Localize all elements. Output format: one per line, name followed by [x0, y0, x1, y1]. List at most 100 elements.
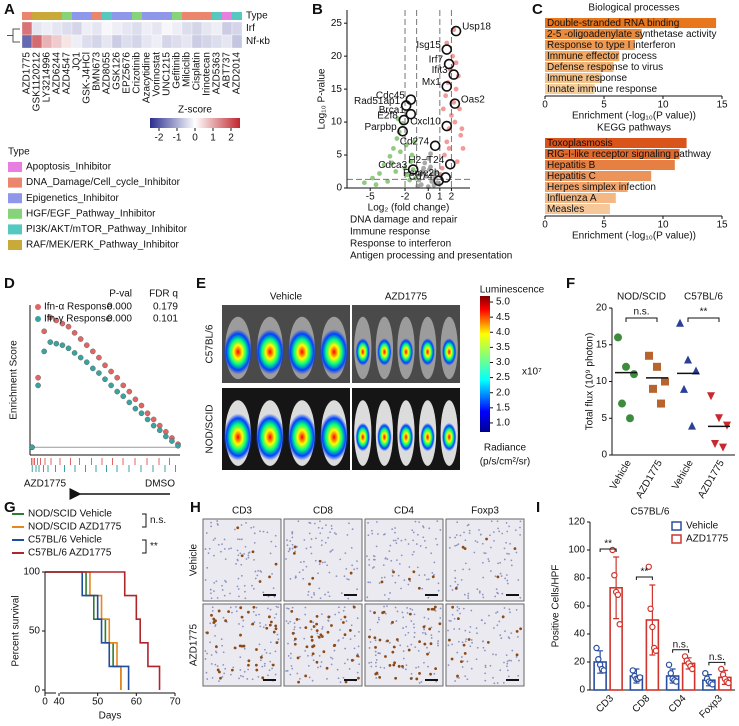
- stained-cell: [246, 610, 250, 614]
- nucleus: [458, 628, 461, 630]
- nucleus: [356, 560, 358, 563]
- colorbar-tick-label: 1: [210, 133, 216, 144]
- nucleus: [291, 536, 294, 539]
- nucleus: [290, 665, 293, 667]
- stained-cell: [295, 618, 299, 621]
- score-point: [138, 402, 145, 409]
- nucleus: [412, 623, 415, 626]
- column-label: Crizotinib: [132, 52, 143, 94]
- y-axis-label: Positive Cells/HPF: [551, 565, 562, 648]
- nucleus: [346, 658, 349, 661]
- stained-cell: [374, 645, 377, 649]
- nucleus: [410, 672, 413, 675]
- nucleus: [475, 658, 478, 661]
- nucleus: [270, 540, 273, 543]
- stained-cell: [356, 654, 359, 658]
- legend-swatch: [8, 208, 22, 219]
- nucleus: [318, 587, 321, 590]
- colorbar-tick-label: 3.5: [496, 342, 510, 353]
- direction-label: AZD1775: [24, 479, 67, 490]
- nucleus: [372, 558, 375, 561]
- nucleus: [428, 651, 431, 654]
- nucleus: [510, 564, 513, 567]
- nucleus: [395, 542, 398, 545]
- stained-cell: [290, 610, 294, 613]
- point: [595, 656, 602, 663]
- nucleus: [437, 644, 439, 647]
- colorbar: [150, 118, 240, 128]
- x-tick-label: 2: [449, 192, 455, 203]
- nucleus: [267, 595, 270, 598]
- nucleus: [235, 610, 238, 613]
- stained-cell: [274, 562, 278, 566]
- nucleus: [454, 580, 457, 583]
- nucleus: [318, 563, 321, 566]
- gene-label: Rad51ap1: [354, 96, 401, 107]
- stained-cell: [304, 626, 308, 630]
- score-point: [29, 444, 35, 451]
- nucleus: [489, 664, 492, 667]
- nucleus: [483, 552, 486, 554]
- stained-cell: [311, 652, 315, 656]
- highlight-point: [405, 94, 417, 105]
- stained-cell: [309, 620, 313, 623]
- nucleus: [499, 561, 502, 564]
- colorbar-tick-label: 0: [192, 133, 198, 144]
- nucleus: [406, 607, 409, 609]
- nucleus: [413, 613, 416, 616]
- nucleus: [496, 682, 499, 684]
- nucleus: [214, 663, 217, 666]
- x-axis-label: Days: [99, 711, 122, 722]
- gene-label: Cxcl10: [410, 117, 441, 128]
- score-point: [59, 342, 66, 349]
- stained-cell: [218, 670, 221, 674]
- nucleus: [317, 666, 319, 669]
- nucleus: [369, 628, 372, 631]
- nucleus: [389, 592, 391, 594]
- point: [409, 152, 415, 158]
- nucleus: [451, 589, 454, 591]
- bar: [545, 18, 717, 28]
- stained-cell: [378, 638, 382, 642]
- nucleus: [463, 531, 465, 534]
- stained-cell: [310, 638, 314, 642]
- heatmap-cell: [141, 34, 153, 49]
- stained-cell: [251, 622, 255, 626]
- nucleus: [478, 590, 481, 593]
- nucleus: [321, 628, 324, 630]
- gene-label: Psme2b: [403, 168, 440, 179]
- nucleus: [269, 652, 272, 655]
- nucleus: [216, 665, 219, 667]
- nucleus: [410, 620, 413, 622]
- nucleus: [447, 664, 450, 667]
- score-point: [90, 365, 96, 372]
- stained-cell: [486, 641, 490, 644]
- nucleus: [509, 542, 512, 545]
- nucleus: [273, 595, 276, 598]
- stained-cell: [350, 658, 354, 662]
- colorbar-tick-label: -2: [155, 133, 164, 144]
- gene-label: Mx1: [422, 77, 441, 88]
- nucleus: [430, 637, 433, 639]
- nucleus: [343, 662, 346, 665]
- nucleus: [287, 654, 290, 657]
- stained-cell: [268, 615, 271, 619]
- stained-cell: [227, 610, 230, 613]
- point: [629, 667, 636, 674]
- type-cell: [122, 12, 132, 20]
- nucleus: [350, 546, 353, 549]
- nucleus: [517, 579, 520, 581]
- type-cell: [202, 12, 212, 20]
- point: [652, 647, 660, 655]
- nucleus: [383, 667, 386, 669]
- nucleus: [251, 678, 254, 681]
- nucleus: [235, 563, 237, 565]
- score-point: [77, 354, 84, 361]
- stained-cell: [312, 625, 316, 628]
- y-tick-label: 0: [579, 685, 585, 696]
- nucleus: [501, 532, 504, 535]
- nucleus: [478, 591, 481, 594]
- stained-cell: [255, 668, 259, 672]
- nucleus: [497, 592, 499, 595]
- nucleus: [470, 667, 473, 670]
